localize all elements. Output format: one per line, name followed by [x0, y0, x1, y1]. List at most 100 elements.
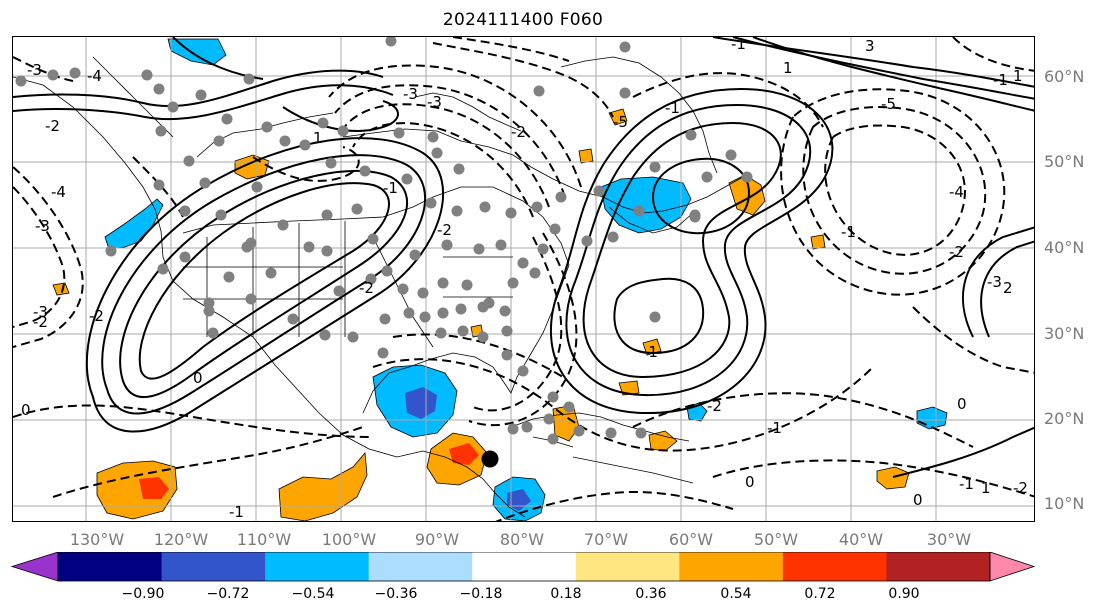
contour-label: -4 — [949, 183, 964, 201]
contour-label: -3 — [427, 93, 442, 111]
colorbar-tick: −0.72 — [206, 586, 250, 602]
colorbar-cell — [679, 552, 784, 581]
shade-strong-positive — [139, 477, 169, 499]
lat-label-50n: 50°N — [1044, 152, 1085, 171]
contour-label: -1 — [731, 37, 746, 53]
contour-label: 1 — [313, 129, 323, 147]
colorbar-outline — [57, 552, 991, 582]
shade-strong-positive — [449, 443, 479, 465]
shade-negative — [167, 38, 227, 66]
contour-labels: -3 -4 -3 -2 1 -2 -1 -3 -5 -1 -4 -2 -3 1 … — [21, 37, 1028, 521]
colorbar-extend-high — [989, 552, 1036, 582]
contour-label: -5 — [881, 95, 896, 113]
colorbar-cell — [265, 552, 370, 581]
map-title: 2024111400 F060 — [442, 10, 604, 30]
colorbar-tick: 0.54 — [720, 586, 752, 602]
lon-label-50w: 50°W — [753, 530, 799, 549]
colorbar-cell — [782, 552, 887, 581]
shade-positive — [278, 452, 368, 521]
contour-label: 1 — [1013, 67, 1023, 85]
lon-label-70w: 70°W — [583, 530, 629, 549]
shade-positive — [578, 148, 594, 164]
lat-label-30n: 30°N — [1044, 324, 1085, 343]
shade-positive — [52, 282, 70, 296]
shaded-regions — [52, 38, 948, 521]
lon-label-120w: 120°W — [153, 530, 209, 549]
contour-label: -2 — [33, 313, 48, 331]
graticule — [13, 37, 1034, 521]
lat-label-40n: 40°N — [1044, 238, 1085, 257]
contour-label: -3 — [987, 273, 1002, 291]
station-dots — [15, 37, 753, 445]
contour-label: -1 — [383, 179, 398, 197]
contour-label: -2 — [89, 307, 104, 325]
contour-label: -3 — [35, 217, 50, 235]
contour-label: -2 — [359, 279, 374, 297]
contour-label: -1 — [767, 419, 782, 437]
contour-label: -3 — [403, 85, 418, 103]
lat-label-10n: 10°N — [1044, 494, 1085, 513]
colorbar-extend-low — [10, 552, 59, 582]
colorbar-cell — [58, 552, 163, 581]
contour-label: 1 — [981, 479, 991, 497]
contour-label: -1 — [643, 343, 658, 361]
map-panel: -3 -4 -3 -2 1 -2 -1 -3 -5 -1 -4 -2 -3 1 … — [12, 36, 1035, 522]
contour-label: -2 — [511, 123, 526, 141]
lat-label-60n: 60°N — [1044, 67, 1085, 86]
lon-label-30w: 30°W — [926, 530, 972, 549]
contour-label: -3 — [27, 61, 42, 79]
contour-label: -1 — [665, 99, 680, 117]
contour-label: 1 — [783, 59, 793, 77]
contour-label: -2 — [707, 397, 722, 415]
shade-positive — [876, 466, 910, 490]
contour-label: -1 — [841, 223, 856, 241]
shade-positive — [648, 430, 678, 452]
colorbar-tick: 0.72 — [804, 586, 836, 602]
colorbar-tick: 0.90 — [888, 586, 920, 602]
colorbar-tick: −0.18 — [459, 586, 503, 602]
shade-positive — [608, 108, 628, 126]
colorbar-tick: −0.36 — [374, 586, 418, 602]
shade-negative — [916, 406, 948, 430]
storm-center-marker — [481, 450, 499, 468]
contour-label: 0 — [193, 369, 203, 387]
lon-label-40w: 40°W — [838, 530, 884, 549]
colorbar-tick: 0.36 — [635, 586, 667, 602]
colorbar-tick: −0.90 — [121, 586, 165, 602]
lon-label-100w: 100°W — [321, 530, 377, 549]
lat-label-20n: 20°N — [1044, 409, 1085, 428]
contour-label: 2 — [1003, 279, 1013, 297]
contour-label: -4 — [87, 67, 102, 85]
contour-label: 0 — [957, 395, 967, 413]
contour-label: -2 — [949, 243, 964, 261]
shade-positive — [96, 460, 178, 520]
colorbar-cell — [472, 552, 577, 581]
contour-label: 0 — [913, 491, 923, 509]
shade-strong-negative — [405, 387, 437, 419]
contour-label: -1 — [993, 71, 1008, 89]
colorbar-tick: 0.18 — [550, 586, 582, 602]
shade-negative — [600, 176, 692, 234]
colorbar-cell — [368, 552, 473, 581]
lon-label-90w: 90°W — [414, 530, 460, 549]
colorbar — [10, 552, 1036, 582]
contour-label: 0 — [21, 401, 31, 419]
shade-positive — [810, 234, 826, 250]
contour-label: -2 — [45, 117, 60, 135]
lon-label-110w: 110°W — [236, 530, 292, 549]
colorbar-cell — [886, 552, 991, 581]
lon-label-60w: 60°W — [668, 530, 714, 549]
contour-label: -1 — [229, 503, 244, 521]
shade-positive — [642, 338, 662, 356]
coastlines — [13, 56, 744, 518]
contour-label: -5 — [613, 113, 628, 131]
contour-label: 3 — [865, 37, 875, 55]
lon-label-80w: 80°W — [499, 530, 545, 549]
contour-label: -4 — [51, 183, 66, 201]
lon-label-130w: 130°W — [69, 530, 125, 549]
shade-positive — [618, 380, 640, 396]
contour-label: -1 — [959, 475, 974, 493]
contour-label: -2 — [1013, 479, 1028, 497]
contour-label: -2 — [437, 221, 452, 239]
colorbar-cell — [575, 552, 680, 581]
